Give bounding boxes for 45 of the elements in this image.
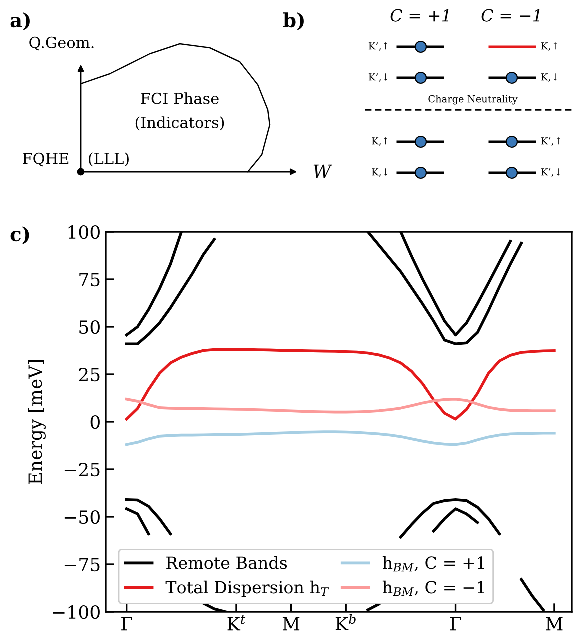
line-series	[125, 430, 556, 446]
text: Charge Neutrality	[428, 95, 518, 105]
y-tick-label: −100	[53, 605, 100, 620]
text: W	[314, 164, 333, 178]
x-tick-label: M	[282, 617, 300, 631]
x-tick-label: K$^{t}$	[228, 615, 246, 631]
y-tick-label: 100	[68, 225, 100, 240]
legend-label: Remote Bands	[166, 556, 288, 570]
text: C = −1	[482, 9, 540, 22]
text: K’,↑	[542, 137, 560, 146]
text: K’,↑	[368, 42, 388, 52]
x-tick-label: M	[546, 617, 563, 631]
y-tick-label: 0	[90, 415, 100, 430]
text: K,↑	[542, 42, 558, 52]
legend-label: h$_{BM}$, C = +1	[382, 556, 484, 572]
text: (Indicators)	[136, 116, 224, 131]
text: Q.Geom.	[30, 36, 94, 51]
text: K,↑	[372, 137, 388, 146]
y-tick-label: 50	[80, 320, 100, 334]
y-tick-label: 75	[80, 273, 100, 287]
chart-title: c)	[10, 226, 30, 244]
text: (LLL)	[89, 152, 129, 167]
text: a)	[10, 12, 30, 30]
legend-label: h$_{BM}$, C = −1	[382, 580, 484, 596]
y-tick-label: 25	[79, 368, 100, 382]
legend-label: Total Dispersion h$_{T}$	[166, 580, 330, 597]
y-tick-label: −25	[64, 462, 100, 477]
line-series	[432, 508, 480, 533]
line-series	[125, 348, 556, 421]
x-tick-label: K$^{b}$	[336, 614, 356, 630]
text: b)	[283, 12, 304, 30]
text: K,↓	[372, 168, 388, 178]
text: K’,↓	[368, 74, 388, 82]
text: C = +1	[390, 9, 449, 22]
y-axis-title: Energy [meV]	[28, 360, 46, 484]
text: FCI Phase	[141, 92, 219, 104]
line-series	[125, 238, 216, 346]
y-tick-label: −50	[64, 510, 100, 524]
x-tick-label: Γ	[122, 617, 132, 631]
y-tick-label: −75	[64, 558, 100, 572]
text: K,↓	[542, 74, 558, 82]
text: K’,↓	[542, 168, 560, 178]
x-tick-label: Γ	[450, 617, 462, 631]
text: FQHE	[23, 152, 69, 167]
line-series	[125, 398, 556, 414]
